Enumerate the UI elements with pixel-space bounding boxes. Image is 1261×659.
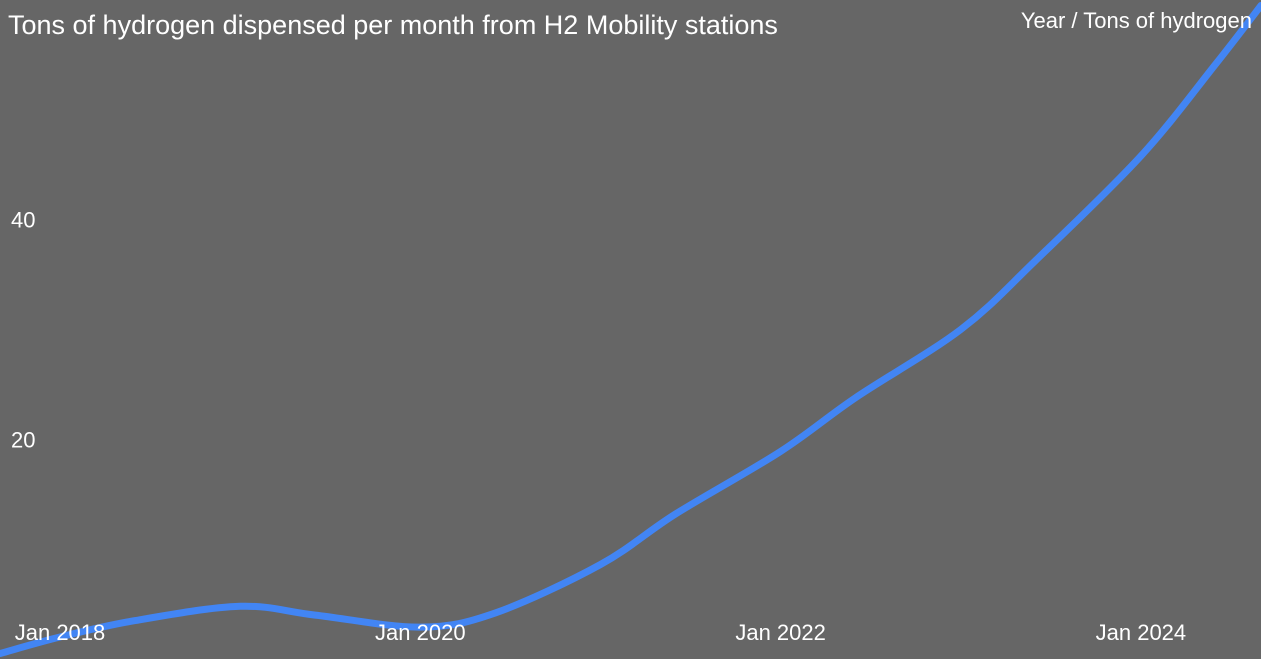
chart-title: Tons of hydrogen dispensed per month fro… [8, 10, 778, 40]
y-tick-label-40: 40 [11, 208, 35, 233]
x-tick-label-2: Jan 2022 [735, 620, 826, 645]
axis-caption: Year / Tons of hydrogen [1021, 8, 1252, 33]
x-tick-labels: Jan 2018 Jan 2020 Jan 2022 Jan 2024 [15, 620, 1186, 645]
y-tick-label-20: 20 [11, 427, 35, 452]
x-tick-label-1: Jan 2020 [375, 620, 466, 645]
x-tick-label-0: Jan 2018 [15, 620, 106, 645]
x-tick-label-3: Jan 2024 [1096, 620, 1187, 645]
